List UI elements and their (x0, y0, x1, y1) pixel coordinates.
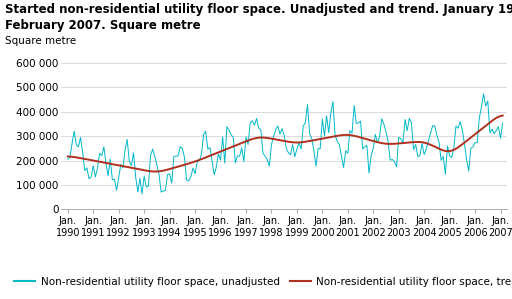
Legend: Non-residential utility floor space, unadjusted, Non-residential utility floor s: Non-residential utility floor space, una… (10, 272, 512, 291)
Non-residential utility floor space, trend (190, 160, 196, 164)
Non-residential utility floor space, unadjusted (139, 192, 145, 196)
Non-residential utility floor space, trend (71, 155, 77, 159)
Non-residential utility floor space, unadjusted (71, 129, 77, 133)
Text: Started non-residential utility floor space. Unadjusted and trend. January 1990-: Started non-residential utility floor sp… (5, 3, 512, 16)
Non-residential utility floor space, unadjusted (480, 92, 486, 96)
Non-residential utility floor space, unadjusted (500, 121, 506, 125)
Non-residential utility floor space, trend (152, 170, 158, 173)
Line: Non-residential utility floor space, trend: Non-residential utility floor space, tre… (68, 115, 503, 172)
Non-residential utility floor space, unadjusted (468, 147, 474, 150)
Non-residential utility floor space, trend (65, 155, 71, 158)
Non-residential utility floor space, unadjusted (190, 166, 196, 170)
Non-residential utility floor space, unadjusted (65, 158, 71, 161)
Non-residential utility floor space, trend (135, 167, 141, 171)
Non-residential utility floor space, unadjusted (109, 178, 115, 181)
Non-residential utility floor space, unadjusted (234, 154, 241, 158)
Non-residential utility floor space, trend (234, 143, 241, 147)
Text: Square metre: Square metre (5, 36, 76, 46)
Non-residential utility floor space, unadjusted (135, 190, 141, 194)
Non-residential utility floor space, trend (500, 114, 506, 117)
Text: February 2007. Square metre: February 2007. Square metre (5, 19, 201, 32)
Non-residential utility floor space, trend (468, 136, 474, 139)
Non-residential utility floor space, trend (109, 162, 115, 166)
Line: Non-residential utility floor space, unadjusted: Non-residential utility floor space, una… (68, 94, 503, 194)
